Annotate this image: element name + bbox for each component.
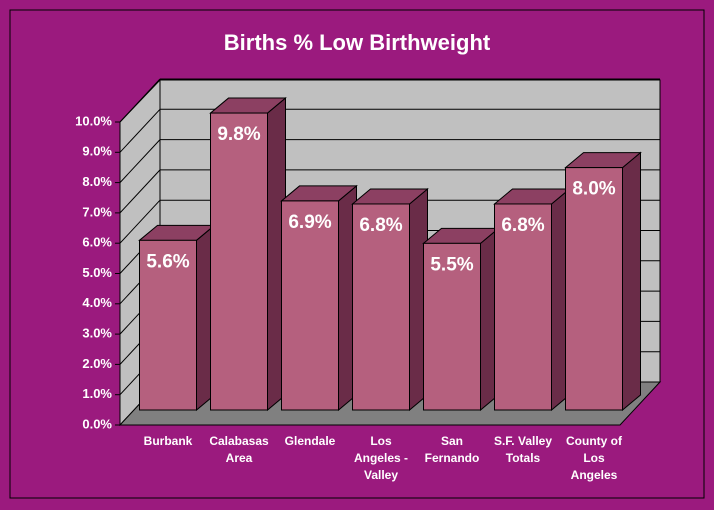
y-tick-label: 3.0% — [82, 326, 112, 341]
bar — [139, 239, 197, 411]
x-tick-label: Glendale — [284, 434, 336, 448]
x-tick-label: Calabasas Area — [209, 434, 269, 465]
value-label: 6.8% — [359, 215, 402, 236]
y-tick-label: 5.0% — [82, 265, 112, 280]
value-label: 9.8% — [217, 124, 260, 145]
bar — [210, 112, 268, 411]
bar — [423, 242, 481, 411]
y-tick-label: 9.0% — [82, 144, 112, 159]
grid-line — [119, 78, 161, 123]
value-label: 5.5% — [430, 254, 473, 275]
y-tick-label: 0.0% — [82, 416, 112, 431]
x-tick-label: San Fernando — [424, 434, 480, 465]
value-label: 5.6% — [146, 251, 189, 272]
y-tick-label: 4.0% — [82, 295, 112, 310]
chart-title: Births % Low Birthweight — [224, 30, 491, 55]
bar-side — [622, 151, 641, 412]
x-tick-label: S.F. Valley Totals — [493, 434, 553, 465]
y-tick-label: 10.0% — [75, 113, 112, 128]
bar — [352, 203, 410, 411]
grid-line — [119, 108, 161, 153]
y-tick-label: 1.0% — [82, 386, 112, 401]
y-tick-label: 8.0% — [82, 174, 112, 189]
y-tick-label: 7.0% — [82, 204, 112, 219]
grid-line — [119, 199, 161, 244]
x-tick-label: Los Angeles - Valley — [353, 434, 408, 482]
y-tick-label: 6.0% — [82, 235, 112, 250]
value-label: 6.8% — [501, 215, 544, 236]
x-tick-label: Burbank — [143, 434, 193, 448]
bar — [281, 200, 339, 411]
bar — [494, 203, 552, 411]
value-label: 8.0% — [572, 179, 615, 200]
bar — [565, 167, 623, 411]
value-label: 6.9% — [288, 212, 331, 233]
grid-line — [119, 139, 161, 183]
y-tick-label: 2.0% — [82, 356, 112, 371]
grid-line — [119, 169, 161, 214]
x-tick-label: County of Los Angeles — [566, 434, 622, 482]
